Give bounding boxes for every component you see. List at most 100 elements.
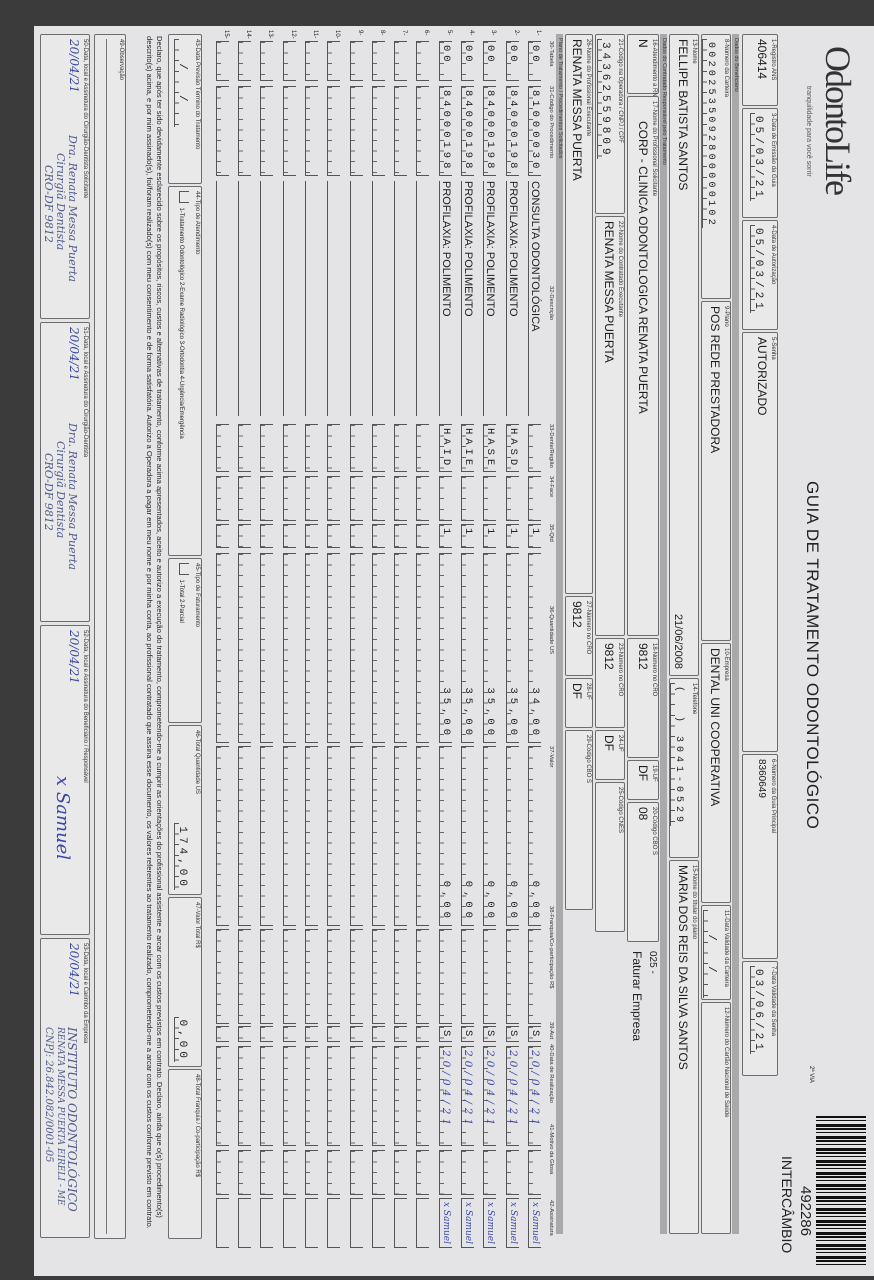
cell-motivo: [327, 1150, 341, 1195]
label: 15-Nome do titular do plano: [691, 865, 697, 940]
field-card-validity: 11-Data Validade da Carteira / /: [701, 905, 731, 1000]
cell-us: [238, 553, 252, 743]
field-billing-type[interactable]: 45-Tipo de Faturamento 1-Total 2-Parcial: [168, 558, 202, 723]
field-total-value: 47-Valor Total R$ 0,00: [168, 897, 202, 1067]
value: 8360649: [756, 759, 767, 798]
cell-franquia: [215, 929, 229, 1024]
field-care-type[interactable]: 44-Tipo de Atendimento 1-Tratamento Odon…: [168, 186, 202, 556]
label: 46-Total Quantidade US: [194, 730, 200, 795]
cell-assinatura: [260, 1198, 274, 1248]
cell-descricao: PROFILAXIA: POLIMENTO: [505, 181, 519, 416]
stamp-line: CRO-DF 9812: [42, 453, 55, 531]
cell-data: [282, 1046, 296, 1146]
label: 5-Senha: [770, 337, 776, 360]
cell-tabela: [260, 41, 274, 81]
label: 29-Código CBO S: [585, 735, 591, 784]
table-row: 6-: [411, 26, 433, 1266]
cell-franquia: [394, 929, 408, 1024]
cell-franquia: [282, 929, 296, 1024]
label: 20-Código CBO S: [651, 807, 657, 856]
value: 03/06/21: [750, 966, 764, 1054]
column-header: 36-Quantidade US: [548, 606, 554, 655]
label: 44-Tipo de Atendimento: [194, 191, 200, 255]
label: 51-Data, local e Assinatura do Cirurgião…: [82, 327, 88, 458]
dentist-stamp-1: Dra. Renata Messa Puerta Cirurgiã Dentist…: [42, 135, 79, 282]
cell-assinatura: [371, 1198, 385, 1248]
care-type-box[interactable]: [179, 191, 190, 203]
cell-aut: S: [461, 1026, 475, 1042]
cell-tabela: [416, 41, 430, 81]
cell-face: [371, 476, 385, 521]
label: 22-Nome do Contratado Executante: [617, 221, 623, 318]
column-header: 39-Aut: [548, 1022, 554, 1040]
field-professional-cro: 27-Número no CRO 9812: [565, 596, 593, 676]
cell-codigo: [215, 86, 229, 176]
cell-dente: HAID: [438, 424, 452, 472]
logo-slogan: tranquilidade para você sorrir: [805, 86, 812, 177]
value: 174,00: [174, 823, 188, 890]
cell-motivo: [371, 1150, 385, 1195]
cell-assinatura: [282, 1198, 296, 1248]
cell-face: [416, 476, 430, 521]
field-password-validity: 7-Data Validade da Senha 03/06/21: [742, 961, 778, 1076]
label: 19-UF: [651, 765, 657, 782]
billing-type-box[interactable]: [179, 563, 190, 575]
cell-descricao: [282, 181, 296, 416]
cell-qtd: [238, 524, 252, 548]
field-cnes-code: 25-Código CNES: [595, 782, 625, 932]
cell-face: [327, 476, 341, 521]
value: 0,00: [174, 1016, 188, 1062]
value: / /: [174, 39, 188, 127]
value: DF: [570, 683, 584, 699]
cell-valor: [349, 746, 363, 926]
table-row: 9-: [344, 26, 366, 1266]
cell-valor: 0,00: [461, 746, 475, 926]
dentist-stamp-2: Dra. Renata Messa Puerta Cirurgiã Dentist…: [42, 423, 79, 570]
cell-descricao: PROFILAXIA: POLIMENTO: [483, 181, 497, 416]
label: 7-Data Validade da Senha: [770, 966, 776, 1036]
cell-aut: [371, 1026, 385, 1042]
cell-qtd: [394, 524, 408, 548]
cell-motivo: [461, 1150, 475, 1195]
field-phone: 14-Telefone ( ) 3041-0529: [669, 678, 699, 858]
cell-data: 20/04/21: [528, 1046, 541, 1146]
label: 16-Atendimento a RN: [651, 39, 657, 97]
cell-franquia: [327, 929, 341, 1024]
cell-us: [349, 553, 363, 743]
cell-motivo: [349, 1150, 363, 1195]
cell-data: [305, 1046, 318, 1146]
label: 17-Nome do Profissional Solicitante: [651, 101, 657, 197]
value: ( ) 3041-0529: [670, 683, 684, 827]
row-number: 1-: [535, 30, 541, 36]
cell-franquia: [416, 929, 430, 1024]
cell-valor: 0,00: [483, 746, 497, 926]
value: 9812: [636, 643, 650, 670]
field-observation[interactable]: 49-Observação: [94, 34, 126, 1239]
label: 27-Número no CRO: [585, 601, 591, 655]
cell-descricao: [416, 181, 430, 416]
stamp-line: CNPJ: 26.842.082/0001-05: [43, 1027, 54, 1163]
field-executing-contractor: 22-Nome do Contratado Executante RENATA M…: [595, 216, 625, 636]
cell-tabela: [238, 41, 252, 81]
billing-text: Faturar Empresa: [630, 951, 644, 1042]
stamp-line: Dra. Renata Messa Puerta: [66, 423, 79, 570]
value: 08: [636, 807, 650, 821]
table-row: 11-: [299, 26, 321, 1266]
label: 14-Telefone: [691, 683, 697, 715]
cell-data: 20/04/21: [438, 1046, 452, 1146]
cell-qtd: [416, 524, 430, 548]
cell-tabela: [327, 41, 341, 81]
field-end-date-forecast: 43-Data Previsão Término do Tratamento /…: [168, 34, 202, 184]
label: 11-Data Validade da Carteira: [723, 910, 729, 987]
cell-dente: [282, 424, 296, 472]
cell-tabela: [282, 41, 296, 81]
table-row: 13-: [254, 26, 276, 1266]
cell-aut: [260, 1026, 274, 1042]
cell-motivo: [483, 1150, 497, 1195]
cell-aut: S: [438, 1026, 452, 1042]
cell-motivo: [438, 1150, 452, 1195]
value: MARIA DOS REIS DA SILVA SANTOS: [676, 865, 690, 1070]
cell-valor: [305, 746, 318, 926]
label: 53-Data, local e Carimbo da Empresa: [82, 943, 88, 1044]
birth-date: 21/06/2008: [672, 613, 684, 669]
